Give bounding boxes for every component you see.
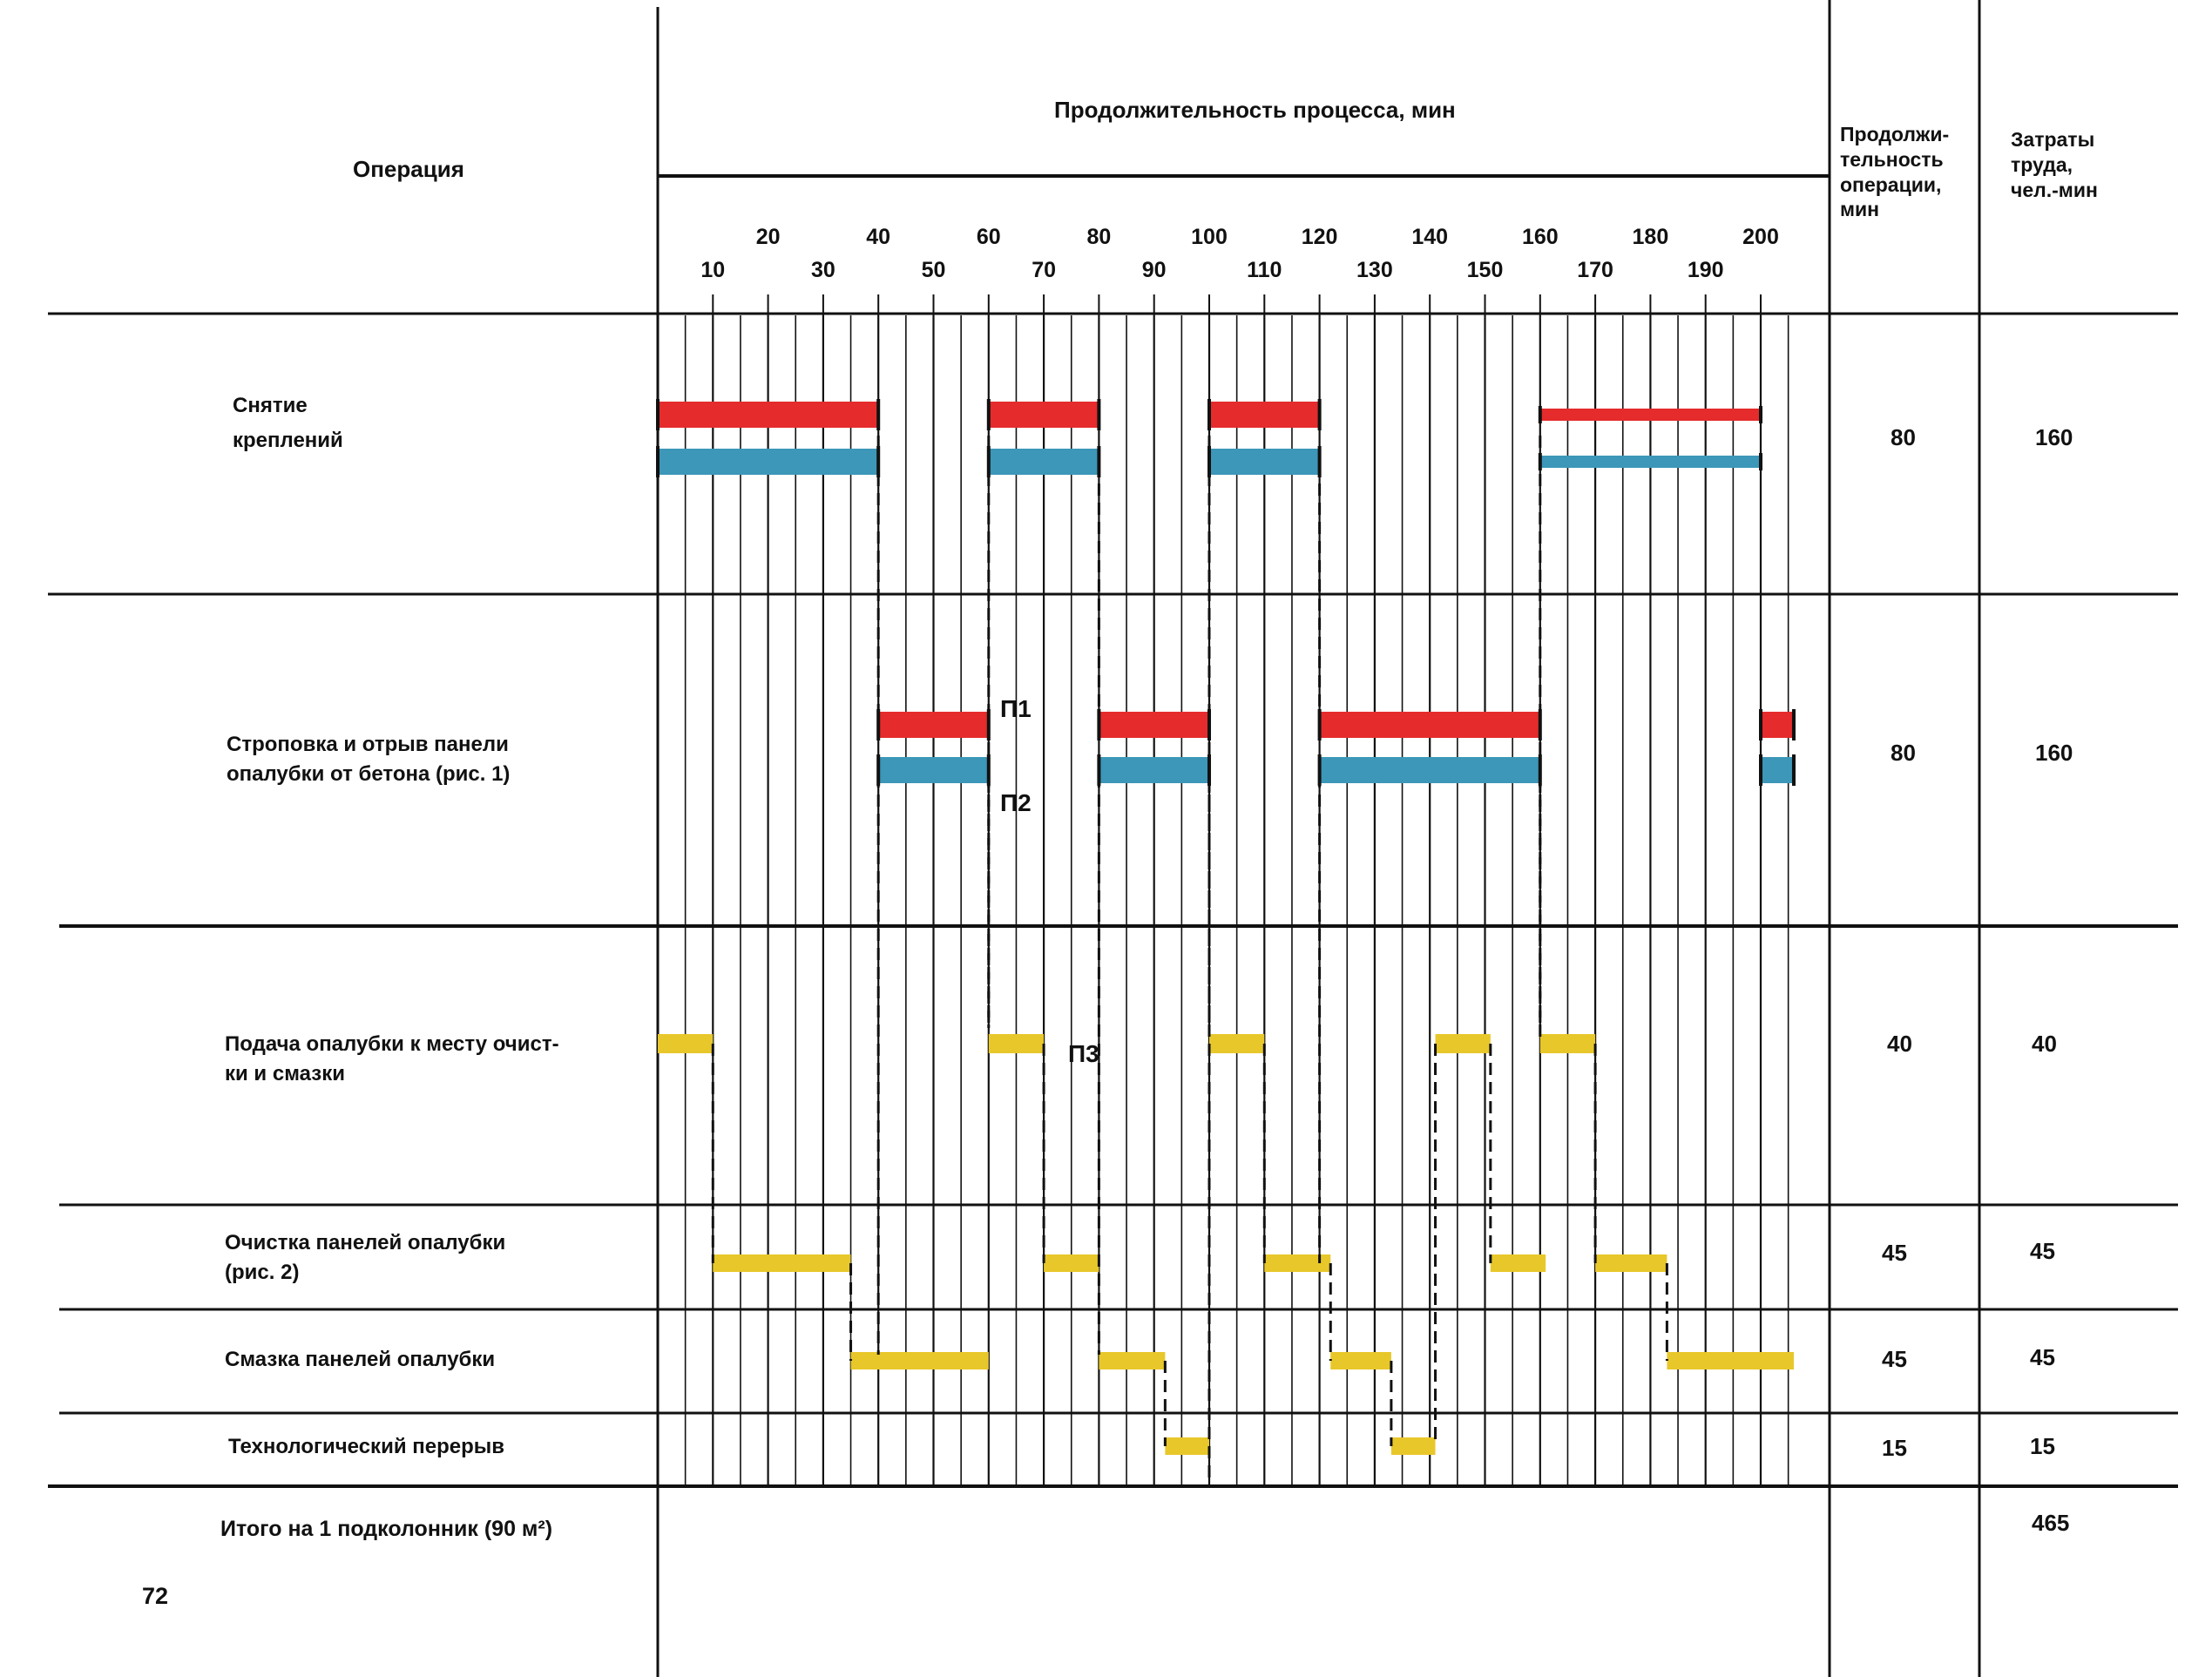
gantt-bar-4 (1209, 402, 1320, 428)
header-line: тельность (1840, 147, 1944, 171)
tick-label-20: 20 (755, 225, 781, 249)
tick-label-40: 40 (866, 225, 891, 249)
operation-label-4: Смазка панелей опалубки (225, 1348, 496, 1371)
operation-line: (рис. 2) (225, 1261, 300, 1284)
operation-line: опалубки от бетона (рис. 1) (227, 762, 511, 786)
header-line: Затраты (2011, 128, 2095, 151)
marker-p2: П2 (1000, 789, 1032, 816)
operation-label-1: Строповка и отрыв панели опалубки от бет… (227, 730, 510, 789)
gantt-bar-15 (1761, 757, 1794, 783)
gantt-bar-26 (850, 1352, 989, 1369)
gantt-bar-11 (1099, 757, 1209, 783)
operation-line: Строповка и отрыв панели (227, 733, 509, 756)
gantt-bar-1 (658, 449, 879, 475)
operation-line: Подача опалубки к месту очист- (225, 1032, 559, 1056)
operation-label-5: Технологический перерыв (228, 1435, 505, 1458)
duration-value-5: 15 (1882, 1435, 1907, 1461)
gantt-bar-18 (1209, 1034, 1265, 1053)
duration-value-3: 45 (1882, 1240, 1907, 1266)
tick-label-140: 140 (1411, 225, 1449, 249)
gantt-bar-13 (1319, 757, 1540, 783)
gantt-bar-21 (713, 1254, 851, 1272)
header-operation: Операция (353, 156, 464, 182)
tick-label-10: 10 (700, 258, 726, 282)
tick-label-120: 120 (1301, 225, 1338, 249)
tick-label-80: 80 (1086, 225, 1112, 249)
header-line: Продолжи- (1840, 123, 1950, 145)
tick-label-90: 90 (1141, 258, 1167, 282)
gantt-bar-7 (1539, 456, 1761, 468)
tick-label-160: 160 (1521, 225, 1559, 249)
gantt-bar-30 (1165, 1437, 1209, 1455)
gantt-bar-28 (1330, 1352, 1391, 1369)
tick-label-50: 50 (921, 258, 946, 282)
gantt-bar-3 (988, 449, 1099, 475)
gantt-bar-24 (1490, 1254, 1546, 1272)
labor-value-5: 15 (2030, 1433, 2055, 1459)
marker-p1: П1 (1000, 695, 1032, 722)
tick-label-180: 180 (1632, 225, 1669, 249)
total-label: Итого на 1 подколонник (90 м²) (220, 1517, 553, 1541)
tick-label-100: 100 (1191, 225, 1228, 249)
labor-value-2: 40 (2032, 1031, 2057, 1057)
duration-value-2: 40 (1887, 1031, 1912, 1057)
gantt-bar-5 (1209, 449, 1320, 475)
gantt-bar-9 (878, 757, 989, 783)
operation-label-2: Подача опалубки к месту очист- ки и смаз… (225, 1030, 559, 1089)
tick-label-190: 190 (1687, 258, 1724, 282)
header-line: чел.-мин (2011, 178, 2098, 201)
tick-label-200: 200 (1742, 225, 1779, 249)
tick-label-170: 170 (1577, 258, 1613, 282)
gantt-bar-31 (1390, 1437, 1436, 1455)
header-operation-duration: Продолжи- тельность операции, мин (1840, 122, 1949, 222)
gantt-bar-14 (1761, 712, 1794, 738)
labor-value-0: 160 (2035, 424, 2073, 450)
total-labor-value: 465 (2032, 1510, 2070, 1536)
gantt-bar-6 (1539, 409, 1761, 421)
operation-label-3: Очистка панелей опалубки (рис. 2) (225, 1228, 505, 1288)
header-line: труда, (2011, 152, 2073, 176)
tick-label-150: 150 (1466, 258, 1504, 282)
gantt-bar-16 (658, 1034, 714, 1053)
header-process-duration: Продолжительность процесса, мин (1054, 97, 1456, 123)
gantt-bar-20 (1539, 1034, 1596, 1053)
header-line: операции, (1840, 172, 1942, 196)
header-labor-costs: Затраты труда, чел.-мин (2011, 127, 2098, 202)
operation-line: Очистка панелей опалубки (225, 1231, 506, 1254)
gantt-bar-8 (878, 712, 989, 738)
labor-value-3: 45 (2030, 1238, 2055, 1264)
gantt-bar-19 (1435, 1034, 1491, 1053)
operation-label-0: Снятие креплений (233, 389, 343, 458)
gantt-bar-17 (988, 1034, 1045, 1053)
duration-value-0: 80 (1891, 424, 1916, 450)
labor-value-4: 45 (2030, 1344, 2055, 1370)
operation-line: креплений (233, 429, 343, 452)
operation-line: ки и смазки (225, 1062, 345, 1085)
gantt-bar-25 (1595, 1254, 1667, 1272)
labor-value-1: 160 (2035, 740, 2073, 766)
gantt-bar-2 (988, 402, 1099, 428)
operation-line: Снятие (233, 394, 308, 417)
page-number: 72 (142, 1583, 169, 1609)
tick-label-70: 70 (1032, 258, 1056, 282)
tick-label-110: 110 (1247, 258, 1282, 282)
tick-label-30: 30 (810, 258, 835, 282)
gantt-bar-12 (1319, 712, 1540, 738)
tick-label-60: 60 (976, 225, 1001, 249)
gantt-bar-23 (1264, 1254, 1331, 1272)
gantt-bar-29 (1667, 1352, 1794, 1369)
duration-value-4: 45 (1882, 1346, 1907, 1372)
gantt-bar-0 (658, 402, 879, 428)
duration-value-1: 80 (1891, 740, 1916, 766)
gantt-bar-22 (1044, 1254, 1099, 1272)
tick-label-130: 130 (1356, 258, 1393, 282)
gantt-bar-27 (1099, 1352, 1166, 1369)
gantt-bar-10 (1099, 712, 1209, 738)
marker-p3: П3 (1068, 1040, 1099, 1067)
header-line: мин (1840, 198, 1880, 221)
